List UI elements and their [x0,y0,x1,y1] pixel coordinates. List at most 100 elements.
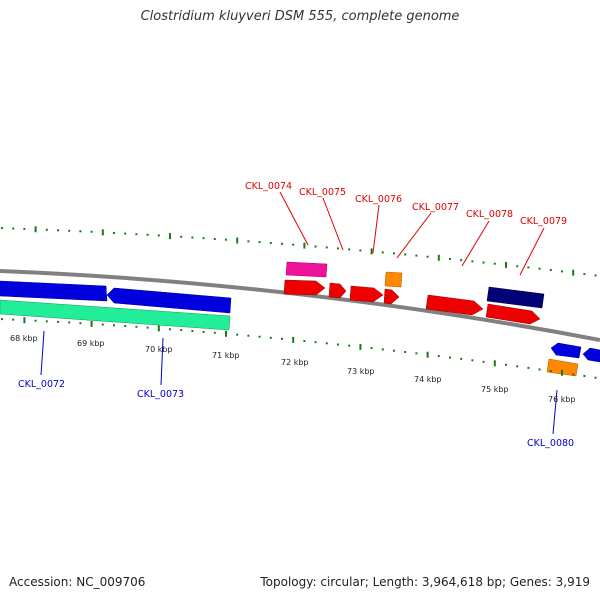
minor-tick [538,368,541,371]
minor-tick [269,336,272,339]
major-tick [23,317,26,324]
gene-red-5[interactable] [425,294,484,316]
gene-label[interactable]: CKL_0078 [466,209,513,220]
minor-tick [404,253,407,256]
gene-magenta[interactable] [285,261,328,278]
major-tick [225,330,227,337]
minor-tick [337,247,339,250]
callout-line [279,191,309,246]
minor-tick [516,365,519,368]
callout-lines [40,191,558,435]
minor-tick [370,347,373,350]
scale-label: 70 kbp [145,345,173,354]
gene-orange-2[interactable] [546,358,579,377]
major-tick [561,369,563,376]
gene-red-2[interactable] [328,282,347,299]
minor-tick [348,344,351,347]
minor-tick [325,342,328,345]
minor-tick [258,335,261,338]
minor-tick [90,230,93,233]
minor-tick [135,233,138,236]
minor-tick [572,373,575,376]
major-tick [34,226,37,233]
minor-tick [146,326,149,329]
minor-tick [314,341,317,344]
scale-label: 71 kbp [212,351,240,360]
scale-label: 75 kbp [481,385,509,394]
minor-tick [247,334,250,337]
minor-tick [404,351,407,353]
gene-label[interactable]: CKL_0073 [137,389,184,400]
major-tick [370,248,373,255]
minor-tick [191,330,194,332]
gene-name-labels: CKL_0074 CKL_0075 CKL_0076 CKL_0077 CKL_… [18,181,574,449]
minor-tick [482,360,485,363]
lower-scale-ticks [1,317,597,379]
minor-tick [169,328,171,331]
major-tick [90,320,93,327]
minor-tick [23,227,26,230]
minor-tick [68,321,71,324]
gene-red-3[interactable] [349,285,384,303]
major-tick [493,360,496,367]
minor-tick [79,230,82,233]
scale-label: 73 kbp [347,367,375,376]
gene-label[interactable]: CKL_0072 [18,379,65,390]
minor-tick [325,246,328,249]
minor-tick [213,331,216,334]
gene-label[interactable]: CKL_0080 [527,438,574,449]
gene-orange[interactable] [384,271,403,288]
major-tick [437,254,440,261]
major-tick [101,229,104,236]
scale-label: 68 kbp [10,334,38,343]
gene-red-6[interactable] [485,303,541,325]
scale-label: 76 kbp [548,395,576,404]
gene-blue-3[interactable] [550,342,582,359]
major-tick [292,336,295,343]
gene-label[interactable]: CKL_0074 [245,181,292,192]
minor-tick [549,370,552,373]
minor-tick [247,240,250,243]
minor-tick [594,376,597,379]
gene-teal[interactable] [0,299,231,331]
minor-tick [113,232,115,234]
minor-tick [213,238,216,240]
gene-blue-1[interactable] [0,280,108,302]
minor-tick [12,227,15,230]
callout-line [552,389,558,435]
minor-tick [180,235,183,238]
callout-line [461,220,490,267]
minor-tick [437,355,440,358]
minor-tick [157,234,160,237]
minor-tick [180,329,183,332]
minor-tick [124,232,127,235]
minor-tick [303,340,306,342]
minor-tick [561,270,563,273]
gene-label[interactable]: CKL_0079 [520,216,567,227]
gene-red-1[interactable] [283,279,326,296]
gene-label[interactable]: CKL_0077 [412,202,459,213]
gene-label[interactable]: CKL_0076 [355,194,402,205]
minor-tick [471,359,474,362]
minor-tick [527,266,530,269]
gene-blue-2[interactable] [106,287,232,314]
minor-tick [314,245,317,248]
minor-tick [381,251,384,254]
minor-tick [359,249,362,252]
topology-summary: Topology: circular; Length: 3,964,618 bp… [260,575,590,589]
upper-scale-ticks [1,226,597,277]
minor-tick [135,325,138,328]
major-tick [303,242,306,249]
minor-tick [460,357,463,360]
gene-red-4[interactable] [383,288,400,305]
minor-tick [449,257,451,260]
minor-tick [516,265,519,268]
minor-tick [538,267,541,270]
gene-blue-4[interactable] [582,347,600,363]
forward-genes [283,261,545,325]
minor-tick [57,320,59,323]
minor-tick [381,348,384,351]
gene-navy[interactable] [486,286,545,309]
gene-label[interactable]: CKL_0075 [299,187,346,198]
minor-tick [236,333,239,336]
